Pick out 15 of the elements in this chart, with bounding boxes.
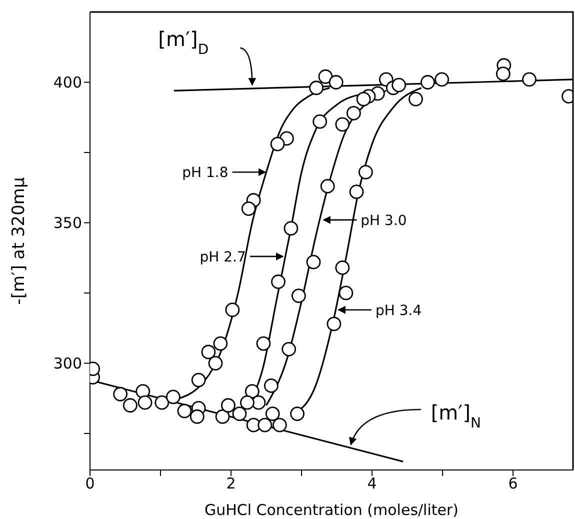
- y-axis-title: -[m′] at 320mμ: [9, 177, 30, 305]
- annotation: [m′]$_{N}$: [430, 400, 482, 432]
- x-tick-label: 4: [367, 474, 377, 493]
- x-tick-label: 6: [508, 474, 518, 493]
- y-tick-label: 350: [53, 214, 82, 232]
- y-tick-label: 300: [53, 354, 82, 373]
- annotation: [m′]$_{D}$: [158, 26, 209, 58]
- annotation: pH 2.7: [200, 249, 246, 266]
- x-axis-title: GuHCl Concentration (moles/liter): [204, 501, 459, 519]
- y-tick-label: 400: [53, 74, 82, 92]
- annotation: pH 3.4: [375, 302, 422, 319]
- x-tick-label: 2: [226, 474, 236, 493]
- annotation: pH 1.8: [182, 165, 228, 182]
- annotation: pH 3.0: [360, 212, 407, 229]
- x-tick-label: 0: [85, 474, 95, 493]
